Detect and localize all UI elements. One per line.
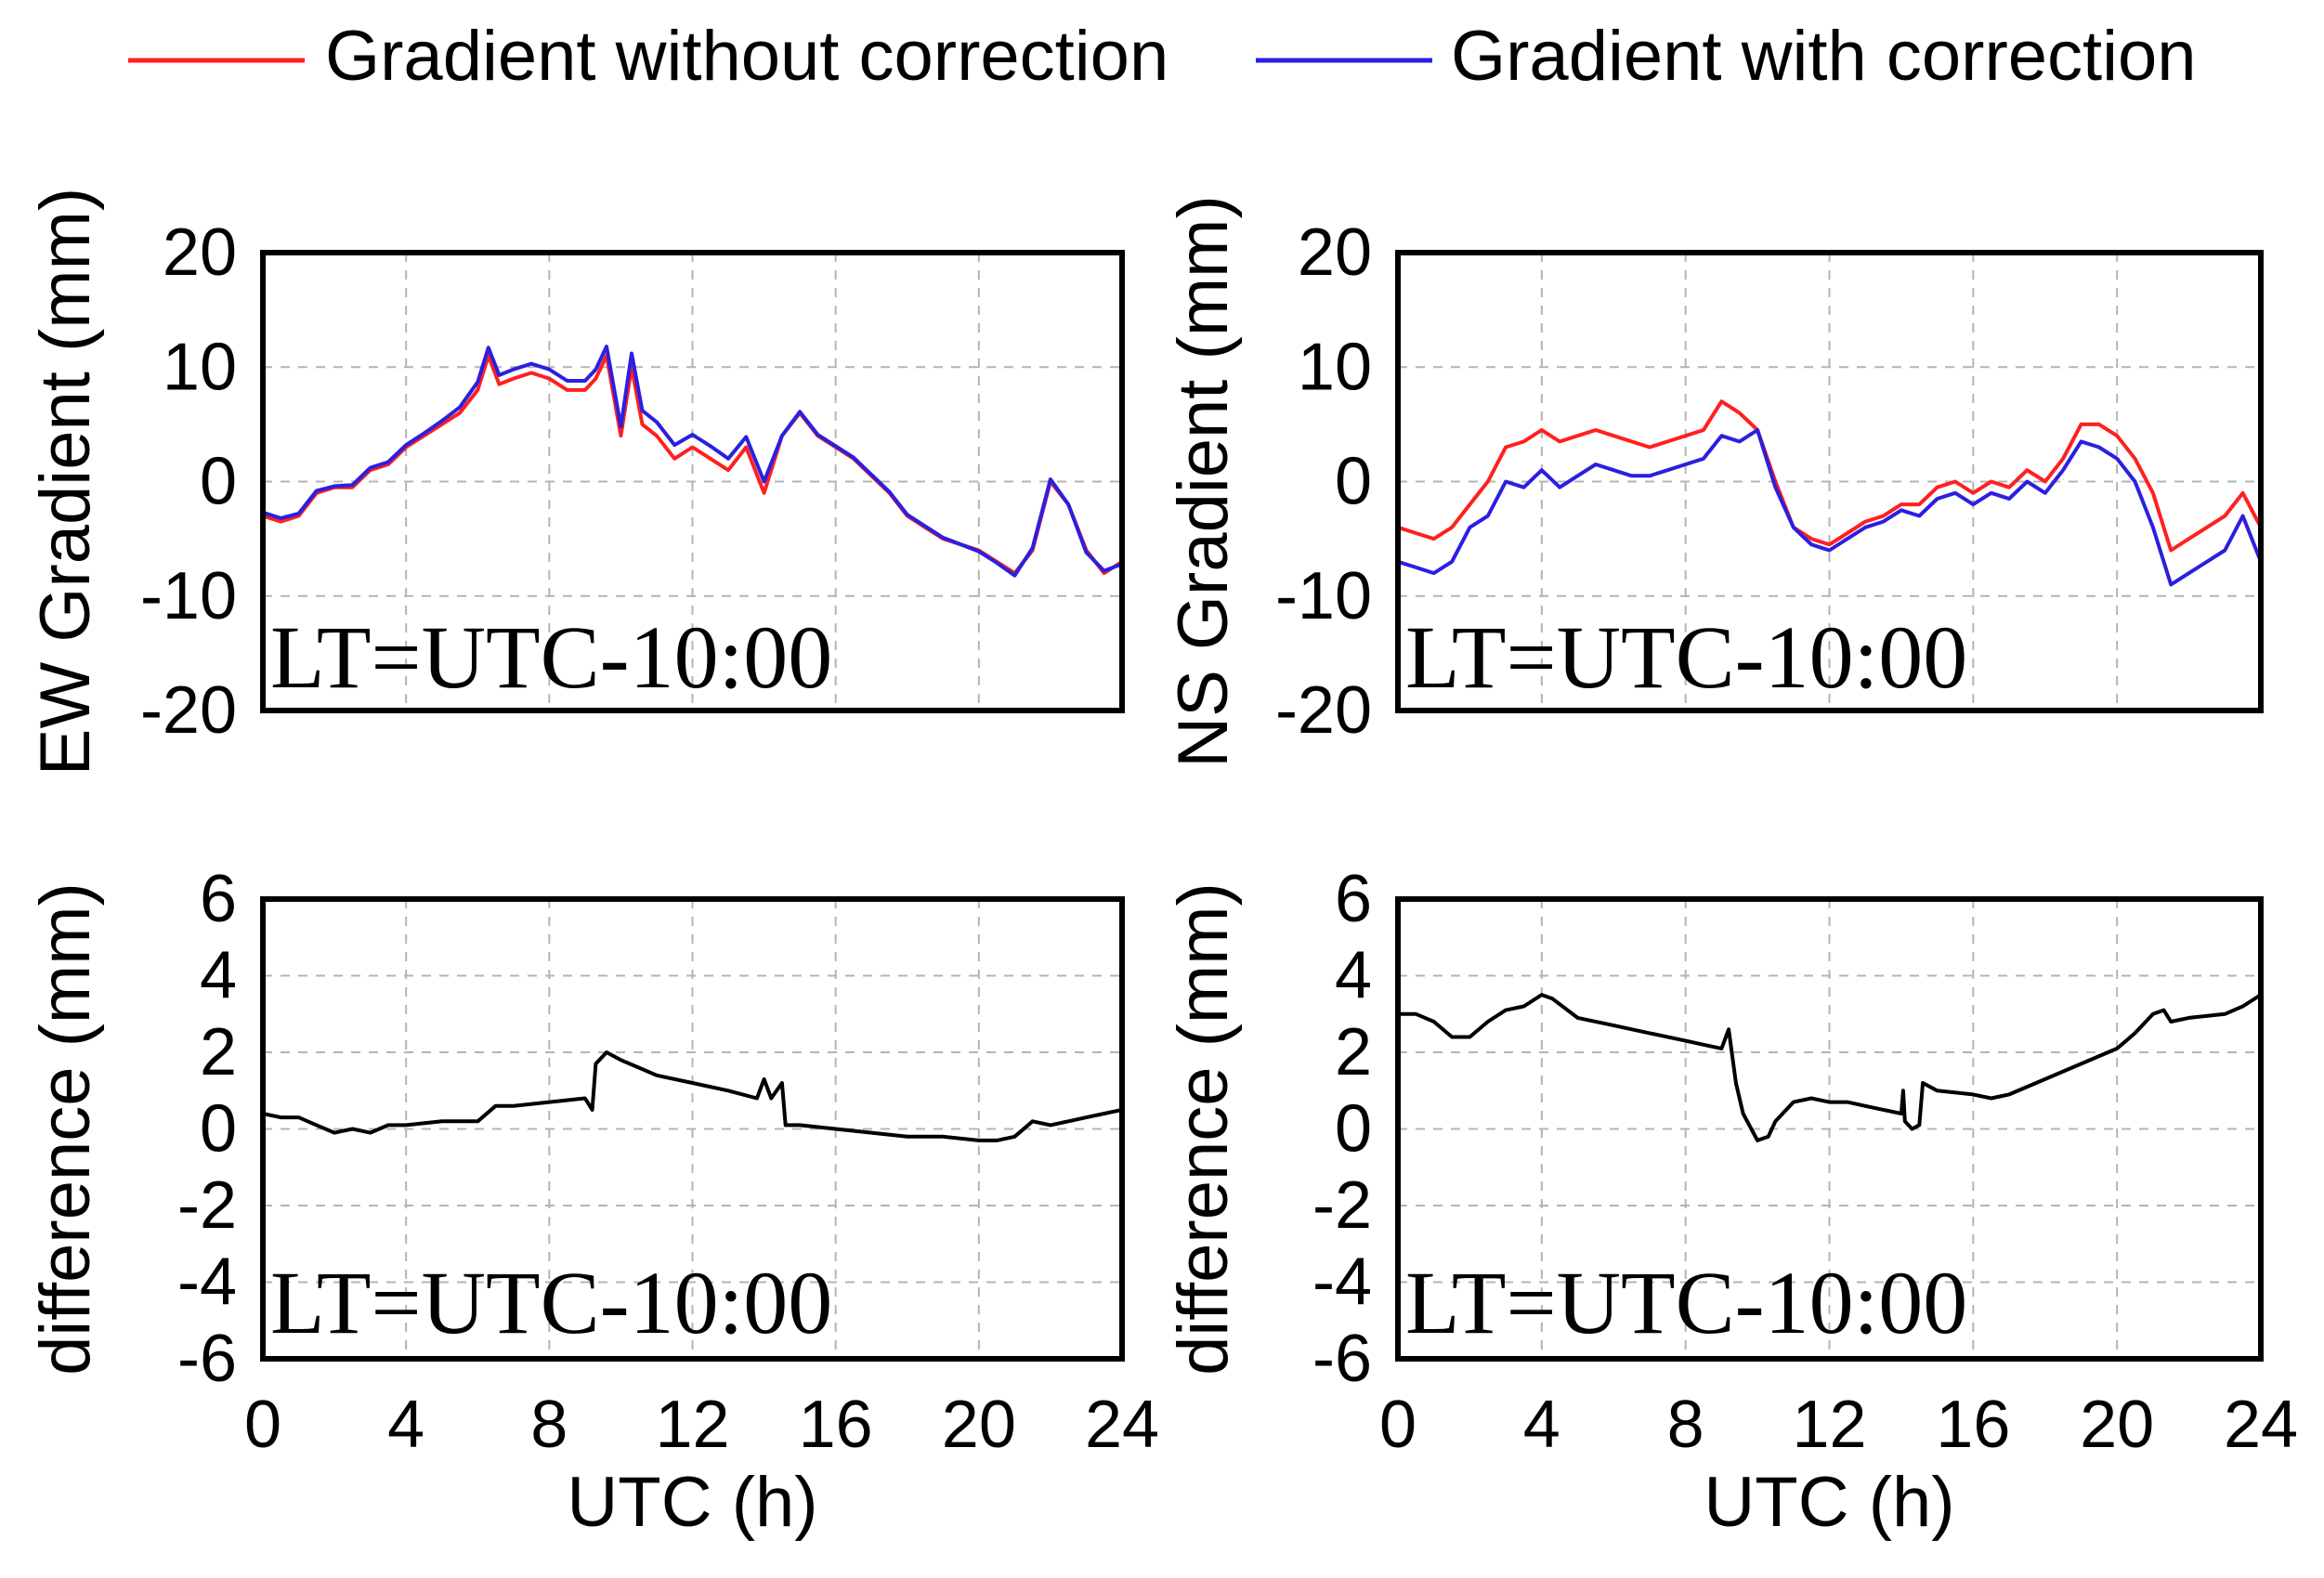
y-tick-label: -10 — [1275, 559, 1372, 633]
timezone-annotation: LT=UTC-10:00 — [270, 1253, 832, 1352]
legend: Gradient without correction Gradient wit… — [128, 17, 2197, 96]
y-tick-label: 10 — [163, 330, 237, 404]
y-tick-label: 2 — [200, 1015, 237, 1089]
y-tick-label: 0 — [200, 445, 237, 519]
x-tick-label: 16 — [799, 1388, 873, 1462]
y-tick-label: -10 — [140, 559, 237, 633]
y-tick-label: 0 — [200, 1092, 237, 1167]
y-tick-label: -6 — [1312, 1322, 1372, 1396]
timezone-annotation: LT=UTC-10:00 — [270, 607, 832, 707]
y-tick-label: 6 — [1335, 862, 1372, 936]
y-tick-label: -20 — [140, 673, 237, 748]
y-axis-label: difference (mm) — [1164, 882, 1243, 1376]
y-tick-label: 20 — [1298, 215, 1372, 290]
timezone-annotation: LT=UTC-10:00 — [1405, 607, 1967, 707]
y-tick-label: -6 — [177, 1322, 237, 1396]
series-line-1 — [1398, 993, 2263, 1142]
y-tick-label: 0 — [1335, 1092, 1372, 1167]
chart-panel-2: 20 10 0 -10 -20 NS Gradient (mm) LT=UTC-10:00 — [1164, 195, 2264, 768]
x-axis-label: UTC (h) — [567, 1463, 817, 1542]
series-line-1 — [1397, 399, 2263, 553]
y-tick-label: 4 — [1335, 939, 1372, 1013]
series-line-2 — [262, 345, 1123, 578]
legend-label-with: Gradient with correction — [1451, 17, 2197, 96]
y-tick-label: -2 — [1312, 1168, 1372, 1243]
x-tick-label: 8 — [530, 1388, 568, 1462]
y-tick-label: 0 — [1335, 445, 1372, 519]
chart-panel-1: 20 10 0 -10 -20 EW Gradient (mm) LT=UTC-10:00 — [26, 188, 1125, 776]
timezone-annotation: LT=UTC-10:00 — [1405, 1253, 1967, 1352]
y-axis-label: difference (mm) — [26, 882, 105, 1376]
y-tick-label: 20 — [163, 215, 237, 290]
y-tick-label: 4 — [200, 939, 237, 1013]
x-tick-label: 12 — [655, 1388, 729, 1462]
plot-frame — [1395, 250, 2264, 713]
x-tick-label: 16 — [1936, 1388, 2010, 1462]
x-tick-label: 0 — [244, 1388, 281, 1462]
y-tick-label: 6 — [200, 862, 237, 936]
legend-label-without: Gradient without correction — [325, 17, 1169, 96]
x-tick-label: 20 — [2080, 1388, 2154, 1462]
y-tick-label: 2 — [1335, 1015, 1372, 1089]
x-tick-label: 20 — [942, 1388, 1016, 1462]
plot-frame — [260, 250, 1125, 713]
y-tick-label: 10 — [1298, 330, 1372, 404]
y-tick-label: -4 — [177, 1245, 237, 1320]
series-line-2 — [1397, 428, 2263, 587]
y-axis-label: NS Gradient (mm) — [1164, 195, 1243, 768]
series-line-1 — [262, 1050, 1123, 1142]
x-tick-label: 0 — [1379, 1388, 1417, 1462]
x-tick-label: 12 — [1792, 1388, 1866, 1462]
x-axis-label: UTC (h) — [1704, 1463, 1954, 1542]
x-tick-label: 4 — [387, 1388, 424, 1462]
y-tick-label: -20 — [1275, 673, 1372, 748]
plot-frame — [260, 896, 1125, 1362]
y-tick-label: -2 — [177, 1168, 237, 1243]
x-tick-label: 24 — [1085, 1388, 1159, 1462]
y-axis-label: EW Gradient (mm) — [26, 188, 105, 776]
y-tick-label: -4 — [1312, 1245, 1372, 1320]
x-tick-label: 8 — [1667, 1388, 1704, 1462]
plot-frame — [1395, 896, 2264, 1362]
x-tick-label: 24 — [2224, 1388, 2298, 1462]
x-tick-label: 4 — [1523, 1388, 1560, 1462]
